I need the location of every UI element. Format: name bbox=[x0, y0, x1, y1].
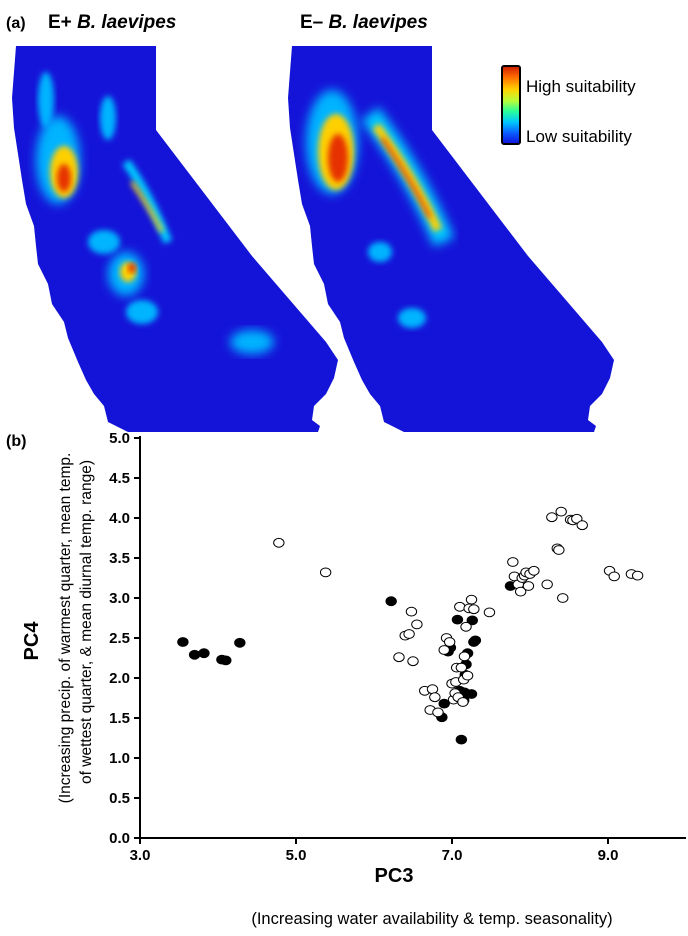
y-tick-label: 4.0 bbox=[109, 510, 130, 527]
data-point-open bbox=[458, 651, 471, 662]
y-tick-label: 5.0 bbox=[109, 430, 130, 447]
x-tick-label: 7.0 bbox=[442, 847, 463, 864]
data-point-open bbox=[411, 619, 423, 630]
data-point-open bbox=[522, 581, 535, 591]
data-point-open bbox=[576, 520, 588, 531]
data-point-open bbox=[407, 656, 419, 667]
data-point-filled bbox=[466, 615, 478, 626]
y-tick-label: 3.0 bbox=[109, 590, 130, 607]
x-axis-title: PC3 bbox=[375, 865, 414, 887]
map-left-title-species: B. laevipes bbox=[77, 12, 176, 33]
data-point-open bbox=[483, 607, 496, 618]
data-point-filled bbox=[438, 698, 450, 709]
data-point-open bbox=[465, 594, 478, 605]
map-e-plus bbox=[12, 46, 338, 432]
y-tick-label: 1.0 bbox=[109, 750, 130, 767]
x-tick-label: 9.0 bbox=[598, 847, 619, 864]
suitability-hotspots-left bbox=[36, 72, 274, 354]
data-point-open bbox=[608, 571, 620, 582]
data-point-open bbox=[273, 537, 285, 548]
panel-b-label: (b) bbox=[6, 433, 26, 450]
data-point-open bbox=[457, 697, 469, 707]
x-tick-label: 3.0 bbox=[130, 847, 151, 864]
y-tick-label: 2.5 bbox=[109, 630, 130, 647]
data-point-filled bbox=[451, 614, 464, 625]
data-point-open bbox=[454, 601, 466, 612]
data-point-open bbox=[528, 565, 540, 576]
data-points bbox=[177, 506, 644, 745]
suitability-legend: High suitability Low suitability bbox=[501, 65, 636, 146]
data-point-filled bbox=[188, 649, 201, 660]
data-point-filled bbox=[220, 655, 232, 666]
y-tick-label: 0.0 bbox=[109, 830, 130, 847]
y-tick-label: 2.0 bbox=[109, 670, 130, 687]
map-e-minus bbox=[288, 46, 614, 432]
y-axis-note-line1: (Increasing precip. of warmest quarter, … bbox=[57, 453, 74, 804]
data-point-filled bbox=[455, 734, 468, 745]
data-point-open bbox=[429, 692, 441, 703]
suitability-hotspots-right bbox=[306, 90, 455, 328]
data-point-open bbox=[405, 606, 418, 617]
data-point-open bbox=[460, 621, 472, 632]
y-tick-label: 4.5 bbox=[109, 470, 130, 487]
data-point-open bbox=[461, 670, 474, 681]
data-point-open bbox=[393, 652, 405, 663]
y-tick-label: 1.5 bbox=[109, 710, 130, 727]
data-point-filled bbox=[234, 637, 246, 648]
y-axis-note-line2: of wettest quarter, & mean diurnal temp.… bbox=[78, 460, 95, 784]
data-point-filled bbox=[465, 689, 478, 699]
x-tick-label: 5.0 bbox=[286, 847, 307, 864]
data-point-open bbox=[557, 593, 569, 603]
data-point-open bbox=[426, 684, 439, 695]
data-point-open bbox=[514, 586, 527, 597]
data-point-open bbox=[555, 506, 567, 517]
y-ticks: 0.0 0.5 1.0 1.5 2.0 2.5 3.0 3.5 4.0 4.5 5.0 bbox=[109, 430, 140, 847]
map-right-title-species: B. laevipes bbox=[329, 12, 428, 33]
map-left-title: E+ B. laevipes bbox=[48, 12, 176, 33]
data-point-open bbox=[553, 545, 565, 555]
y-axis-title: PC4 bbox=[21, 621, 43, 661]
scatter-plot: 0.0 0.5 1.0 1.5 2.0 2.5 3.0 3.5 4.0 4.5 5.0 3.0 5.0… bbox=[109, 430, 686, 864]
legend-colorbar bbox=[501, 65, 521, 145]
data-point-open bbox=[455, 662, 468, 673]
panel-a-label: (a) bbox=[6, 15, 26, 32]
data-point-open bbox=[319, 567, 332, 578]
map-left-title-prefix: E+ bbox=[48, 12, 77, 33]
data-point-open bbox=[438, 645, 450, 655]
x-ticks: 3.0 5.0 7.0 9.0 bbox=[130, 838, 619, 864]
y-tick-label: 3.5 bbox=[109, 550, 130, 567]
y-tick-label: 0.5 bbox=[109, 790, 130, 807]
map-right-title-prefix: E– bbox=[300, 12, 329, 33]
data-point-open bbox=[403, 629, 415, 639]
data-point-open bbox=[631, 570, 644, 581]
california-shape-right bbox=[288, 46, 614, 432]
data-point-open bbox=[443, 637, 456, 647]
data-point-filled bbox=[198, 648, 210, 659]
data-point-open bbox=[541, 579, 553, 590]
data-point-open bbox=[546, 512, 558, 523]
map-right-title: E– B. laevipes bbox=[300, 12, 428, 33]
legend-high-label: High suitability bbox=[526, 77, 636, 96]
legend-low-label: Low suitability bbox=[526, 127, 632, 146]
data-point-filled bbox=[177, 637, 189, 647]
data-point-open bbox=[468, 604, 480, 615]
x-axis-note: (Increasing water availability & temp. s… bbox=[251, 910, 612, 928]
data-point-open bbox=[432, 707, 444, 718]
data-point-filled bbox=[469, 635, 482, 646]
data-point-open bbox=[507, 557, 519, 567]
data-point-filled bbox=[385, 596, 397, 607]
